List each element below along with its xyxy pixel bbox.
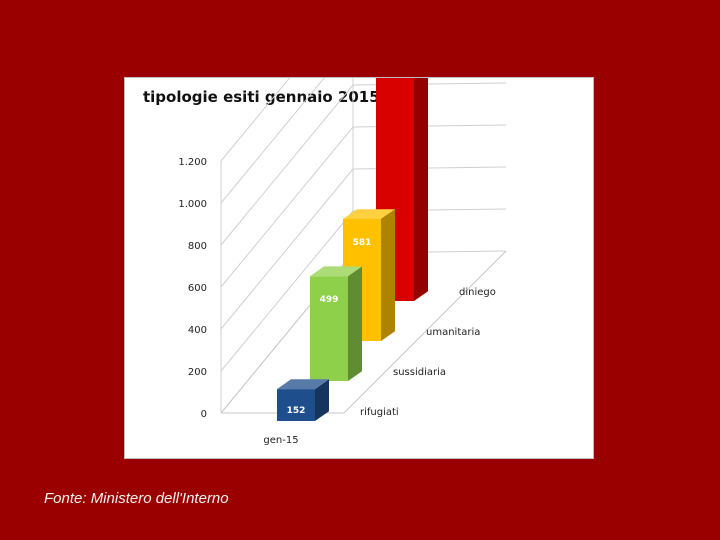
floor-right-edge	[343, 250, 507, 414]
y-tick-label: 800	[188, 241, 207, 252]
back-gridline	[352, 124, 507, 128]
y-tick-label: 200	[188, 367, 207, 378]
data-label-umanitaria: 581	[353, 238, 372, 248]
bar-side-umanitaria	[381, 209, 395, 341]
y-tick-label: 1.000	[178, 199, 207, 210]
side-gridline	[220, 210, 354, 372]
data-label-diniego: 1.190	[381, 78, 409, 80]
depth-tick-label: sussidiaria	[393, 367, 446, 378]
bar-top-sussidiaria	[310, 266, 362, 277]
back-gridline	[352, 82, 507, 86]
depth-tick-label: umanitaria	[426, 327, 480, 338]
data-label-sussidiaria: 499	[320, 295, 339, 305]
depth-tick-label: rifugiati	[360, 407, 399, 418]
chart-card: tipologie esiti gennaio 2015 0 200 400 600 8…	[124, 77, 594, 459]
bar-side-sussidiaria	[348, 266, 362, 381]
y-tick-label: 0	[201, 409, 207, 420]
y-tick-label: 600	[188, 283, 207, 294]
side-gridline	[220, 168, 354, 330]
bar-top-rifugiati	[277, 379, 329, 390]
chart-title: tipologie esiti gennaio 2015	[143, 88, 380, 106]
side-gridline	[220, 78, 291, 162]
bar-front-rifugiati	[277, 389, 315, 421]
bar-side-rifugiati	[315, 379, 329, 421]
side-gridline	[220, 78, 325, 204]
bar-side-diniego	[414, 78, 428, 301]
side-gridline	[220, 84, 354, 246]
data-label-rifugiati: 152	[287, 406, 306, 416]
side-gridline	[220, 126, 354, 288]
y-tick-label: 1.200	[178, 157, 207, 168]
bar-top-umanitaria	[343, 209, 395, 219]
source-note: Fonte: Ministero dell'Interno	[44, 490, 229, 507]
back-gridline	[352, 166, 507, 170]
bar-chart: 0 200 400 600 800 1.000 1.200 gen-15 1.190 581 499…	[178, 78, 507, 446]
bar-front-sussidiaria	[310, 276, 348, 381]
x-tick-label: gen-15	[263, 435, 298, 446]
y-tick-label: 400	[188, 325, 207, 336]
depth-tick-label: diniego	[459, 287, 496, 298]
